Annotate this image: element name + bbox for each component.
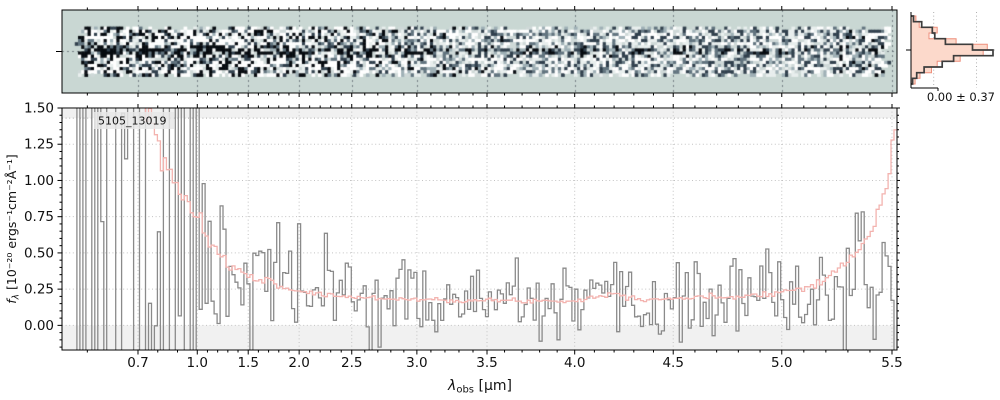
x-tick-label: 1.5 <box>237 355 258 371</box>
residual-histogram-panel <box>906 12 997 91</box>
y-tick-label: 1.00 <box>24 173 54 189</box>
out-of-range-shading <box>62 109 897 349</box>
axis-tick-labels: 0.7 1.0 1.5 2.0 2.5 3.0 3.5 4.0 4.5 5.0 5.5 0.00 0.2… <box>24 101 903 372</box>
x-tick-label: 0.7 <box>127 355 148 371</box>
y-tick-label: 1.25 <box>24 137 54 153</box>
x-tick-label: 2.5 <box>341 355 362 371</box>
y-tick-label: 0.00 <box>24 318 54 334</box>
x-tick-label: 1.0 <box>187 355 208 371</box>
spectrum-2d-image <box>62 10 897 93</box>
y-tick-label: 0.25 <box>24 282 54 298</box>
uncertainty-line <box>144 108 897 304</box>
y-tick-label: 0.50 <box>24 245 54 261</box>
main-plot-frame <box>61 107 898 351</box>
y-tick-label: 0.75 <box>24 209 54 225</box>
x-tick-label: 5.0 <box>771 355 792 371</box>
spectrum-2d-frame <box>61 9 898 94</box>
y-axis-label: fλ [10⁻²⁰ ergs⁻¹cm⁻²Å⁻¹] <box>4 154 22 303</box>
x-tick-label: 4.5 <box>662 355 683 371</box>
y-tick-label: 1.50 <box>24 101 54 117</box>
annotation-label: 5105_13019 <box>98 115 167 128</box>
annotation-box <box>94 112 174 129</box>
x-tick-label: 2.0 <box>288 355 309 371</box>
x-tick-label: 4.0 <box>564 355 585 371</box>
x-tick-label: 5.5 <box>881 355 902 371</box>
gridlines <box>62 108 897 350</box>
x-tick-label: 3.5 <box>476 355 497 371</box>
x-tick-label: 3.0 <box>406 355 427 371</box>
axis-ticks <box>56 6 900 355</box>
x-axis-label: λobs [μm] <box>447 378 512 396</box>
flux-spectrum-line <box>76 108 895 350</box>
histogram-stats-label: 0.00 ± 0.37 <box>927 90 995 104</box>
